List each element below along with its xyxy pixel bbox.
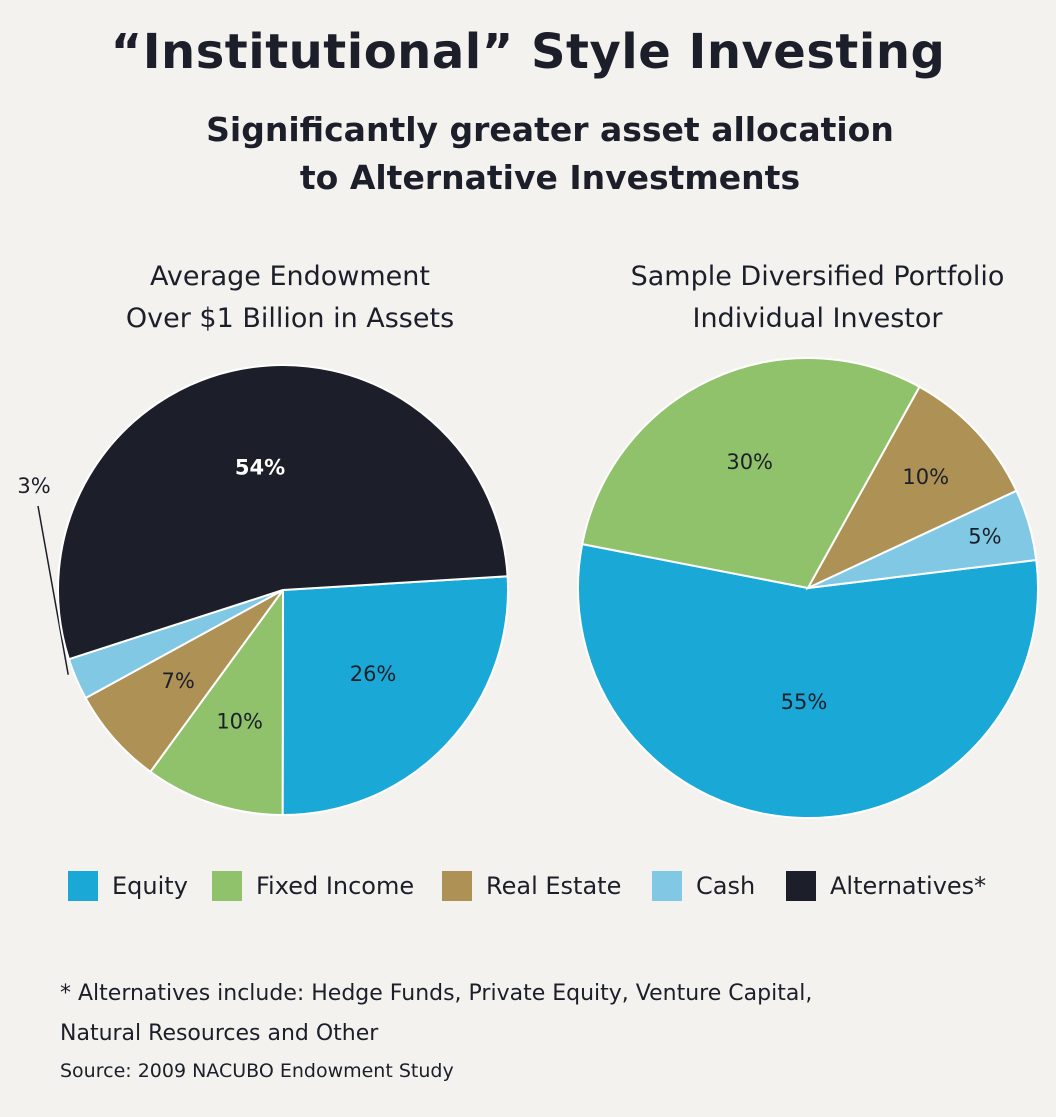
page-title: “Institutional” Style Investing [110,24,946,80]
source-note: Source: 2009 NACUBO Endowment Study [60,1060,454,1082]
endowment-label-real-estate: 7% [162,669,195,693]
pie-charts: 26% 10% 7% 3% 54% 55% 30% 10% 5% [17,357,1039,819]
legend-item-alternatives: Alternatives* [786,868,986,904]
legend-item-cash: Cash [652,868,755,904]
legend-label-alternatives: Alternatives* [830,872,987,900]
individual-label-real-estate: 10% [902,465,949,489]
page-subtitle: Significantly greater asset allocation t… [200,106,900,202]
legend-item-real-estate: Real Estate [442,868,621,904]
individual-slice-equity [577,542,1039,819]
individual-slice-cash [807,489,1038,589]
legend-swatch-cash [652,871,682,901]
endowment-label-cash: 3% [17,474,50,498]
footnote: * Alternatives include: Hedge Funds, Pri… [60,974,960,1054]
legend-swatch-alternatives [786,871,816,901]
individual-label-cash: 5% [968,524,1001,548]
endowment-leader-cash [37,505,69,675]
individual-label-equity: 55% [781,690,828,714]
endowment-chart-title-line-2: Over $1 Billion in Assets [125,303,455,334]
footnote-line-2: Natural Resources and Other [60,1021,379,1046]
legend-item-equity: Equity [68,868,188,904]
legend-label-equity: Equity [112,872,188,900]
endowment-label-alternatives: 54% [235,455,285,479]
individual-slice-real-estate [805,385,1018,591]
endowment-chart-title-line-1: Average Endowment [150,261,430,292]
endowment-label-equity: 26% [350,662,397,686]
legend-label-fixed-income: Fixed Income [256,872,415,900]
endowment-slice-fixed-income [149,586,285,817]
legend-swatch-fixed-income [212,871,242,901]
individual-chart-title: Sample Diversified Portfolio Individual … [575,256,1056,340]
individual-slice-fixed-income [581,357,921,590]
legend-swatch-real-estate [442,871,472,901]
legend-item-fixed-income: Fixed Income [212,868,414,904]
legend-label-cash: Cash [696,872,756,900]
endowment-slice-equity [281,575,509,817]
individual-chart-title-line-1: Sample Diversified Portfolio [630,261,1005,292]
subtitle-line-2: to Alternative Investments [299,158,801,197]
legend-label-real-estate: Real Estate [486,872,622,900]
legend: Equity Fixed Income Real Estate Cash Alt… [68,868,1028,908]
legend-swatch-equity [68,871,98,901]
footnote-line-1: * Alternatives include: Hedge Funds, Pri… [60,981,813,1006]
endowment-chart-title: Average Endowment Over $1 Billion in Ass… [60,256,520,340]
subtitle-line-1: Significantly greater asset allocation [206,110,894,149]
endowment-slice-alternatives [57,364,509,661]
endowment-label-fixed-income: 10% [216,710,263,734]
individual-chart-title-line-2: Individual Investor [692,303,943,334]
individual-label-fixed-income: 30% [726,450,773,474]
